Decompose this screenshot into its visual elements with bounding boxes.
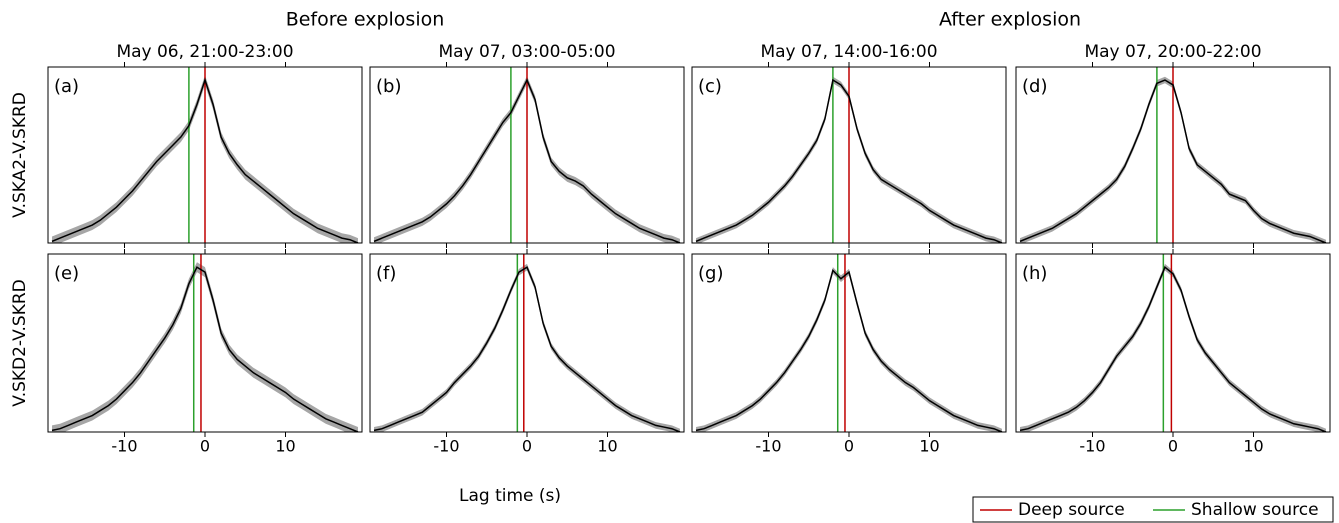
panel-label: (c) bbox=[698, 76, 722, 97]
series-line bbox=[695, 269, 1003, 432]
x-tick-label: 10 bbox=[1243, 437, 1263, 456]
series-line bbox=[373, 266, 681, 432]
legend-label: Shallow source bbox=[1191, 500, 1319, 520]
x-tick-label: -10 bbox=[755, 437, 781, 456]
panel-frame bbox=[691, 253, 1007, 433]
x-tick-label: -10 bbox=[111, 437, 137, 456]
column-title: May 06, 21:00-23:00 bbox=[116, 42, 293, 62]
column-title: May 07, 14:00-16:00 bbox=[760, 42, 937, 62]
x-tick-label: 0 bbox=[844, 437, 854, 456]
panel-label: (h) bbox=[1022, 263, 1047, 284]
x-tick-label: -10 bbox=[433, 437, 459, 456]
error-band bbox=[52, 75, 358, 243]
panel-label: (e) bbox=[54, 263, 79, 284]
plot-area bbox=[1019, 67, 1327, 243]
panel-label: (g) bbox=[698, 263, 723, 284]
panel-label: (f) bbox=[376, 263, 396, 284]
column-title: May 07, 03:00-05:00 bbox=[438, 42, 615, 62]
series-line bbox=[1019, 265, 1327, 432]
plot-area bbox=[373, 67, 681, 243]
x-tick-label: -10 bbox=[1079, 437, 1105, 456]
legend-label: Deep source bbox=[1018, 500, 1125, 520]
panel-frame bbox=[47, 253, 363, 433]
plot-area bbox=[695, 67, 1003, 243]
column-title: May 07, 20:00-22:00 bbox=[1084, 42, 1261, 62]
error-band bbox=[374, 75, 680, 243]
series-line bbox=[51, 266, 359, 432]
x-tick-label: 10 bbox=[597, 437, 617, 456]
panel-label: (d) bbox=[1022, 76, 1047, 97]
plot-area bbox=[51, 67, 359, 243]
x-tick-label: 10 bbox=[275, 437, 295, 456]
row-label: V.SKA2-V.SKRD bbox=[10, 92, 30, 218]
x-tick-label: 0 bbox=[522, 437, 532, 456]
series-line bbox=[1019, 79, 1327, 243]
error-band bbox=[374, 263, 680, 432]
plot-area bbox=[1019, 254, 1327, 432]
x-axis-label: Lag time (s) bbox=[459, 486, 561, 506]
error-band bbox=[696, 76, 1002, 243]
plot-area bbox=[373, 254, 681, 432]
error-band bbox=[1020, 76, 1326, 243]
series-line bbox=[695, 78, 1003, 243]
error-band bbox=[696, 267, 1002, 432]
group-title: Before explosion bbox=[286, 9, 445, 31]
panel-frame bbox=[1015, 253, 1331, 433]
series-line bbox=[51, 77, 359, 243]
plot-area bbox=[695, 254, 1003, 432]
row-label: V.SKD2-V.SKRD bbox=[10, 279, 30, 407]
panel-label: (b) bbox=[376, 76, 401, 97]
error-band bbox=[1020, 263, 1326, 432]
x-tick-label: 0 bbox=[200, 437, 210, 456]
x-tick-label: 0 bbox=[1168, 437, 1178, 456]
group-title: After explosion bbox=[939, 9, 1081, 31]
series-line bbox=[373, 78, 681, 243]
panel-frame bbox=[369, 253, 685, 433]
panel-label: (a) bbox=[54, 76, 79, 97]
plot-area bbox=[51, 254, 359, 432]
x-tick-label: 10 bbox=[919, 437, 939, 456]
